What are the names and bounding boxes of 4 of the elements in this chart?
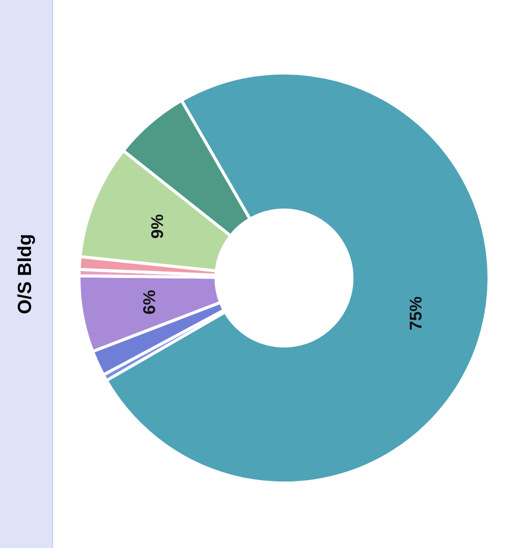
data-label: 75% bbox=[406, 296, 426, 330]
data-label: 9% bbox=[148, 214, 168, 239]
data-label: 6% bbox=[140, 290, 160, 314]
text: O/S Bldg bbox=[15, 234, 37, 314]
